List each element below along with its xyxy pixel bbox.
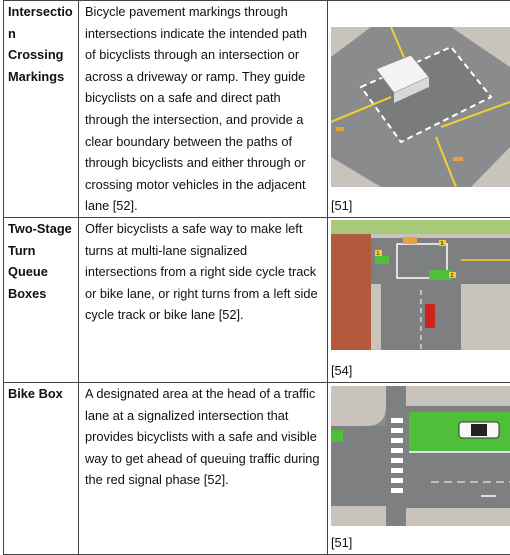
term-cell: Intersectio n Crossing Markings — [4, 1, 79, 218]
sign-label-1: 1. — [377, 251, 381, 257]
intersection-crossing-illustration — [331, 27, 510, 187]
image-cell: [51] — [328, 1, 510, 218]
description-two-stage-turn: Offer bicyclists a safe way to make left… — [85, 221, 318, 322]
citation: [54] — [331, 360, 352, 382]
term-cell: Two-Stage Turn Queue Boxes — [4, 217, 79, 382]
description-bike-box: A designated area at the head of a traff… — [85, 386, 320, 487]
facility-table: Intersectio n Crossing Markings Bicycle … — [3, 0, 510, 555]
term-cell: Bike Box — [4, 382, 79, 554]
citation: [51] — [331, 532, 352, 554]
term-bike-box: Bike Box — [8, 386, 63, 401]
image-cell: [51] — [328, 382, 510, 554]
description-cell: Offer bicyclists a safe way to make left… — [79, 217, 328, 382]
term-two-stage-turn: Two-Stage Turn Queue Boxes — [8, 221, 72, 301]
table-row: Bike Box A designated area at the head o… — [4, 382, 510, 554]
image-cell: 1. 2. 3. [54] — [328, 217, 510, 382]
sign-label-2: 2. — [451, 273, 455, 279]
term-intersection-crossing: Intersectio n Crossing Markings — [8, 4, 73, 84]
description-intersection-crossing: Bicycle pavement markings through inters… — [85, 4, 307, 213]
two-stage-turn-illustration: 1. 2. 3. — [331, 220, 510, 350]
table-row: Two-Stage Turn Queue Boxes Offer bicycli… — [4, 217, 510, 382]
sign-label-3: 3. — [441, 241, 445, 247]
bike-box-illustration — [331, 386, 510, 526]
citation: [51] — [331, 195, 352, 217]
description-cell: A designated area at the head of a traff… — [79, 382, 328, 554]
description-cell: Bicycle pavement markings through inters… — [79, 1, 328, 218]
table-row: Intersectio n Crossing Markings Bicycle … — [4, 1, 510, 218]
